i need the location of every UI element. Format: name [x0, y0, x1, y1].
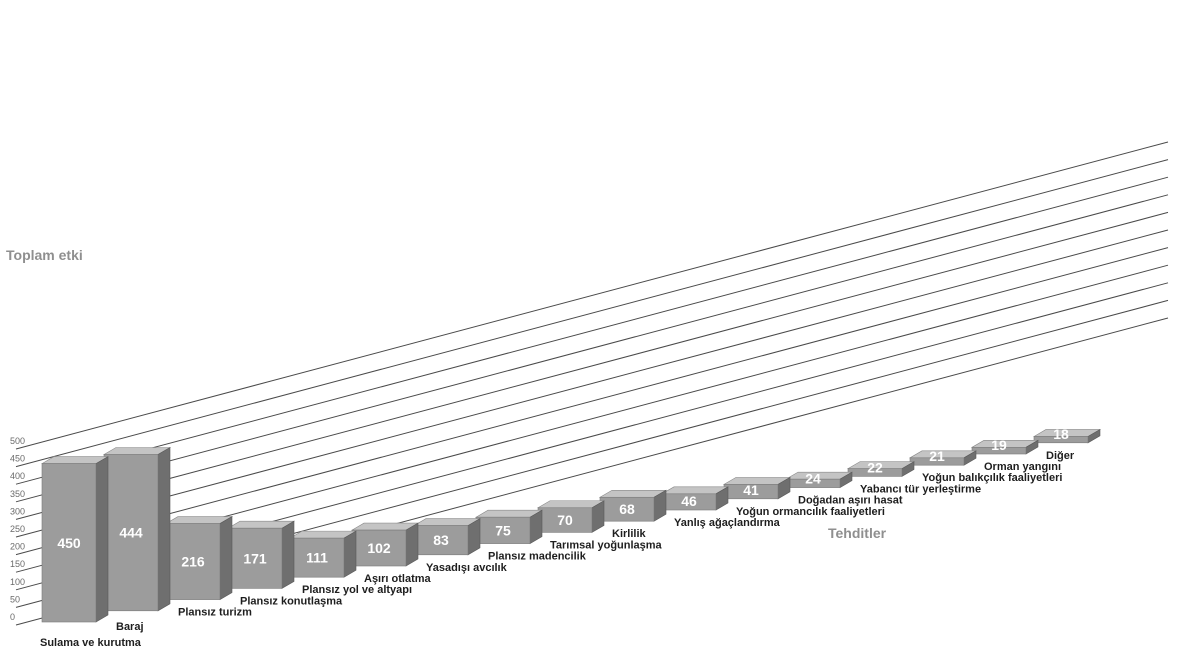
bar-front-face — [475, 516, 531, 544]
category-label: Plansız turizm — [178, 607, 252, 619]
category-label: Yabancı tür yerleştirme — [860, 483, 981, 495]
bar: 75 — [474, 509, 544, 545]
bar: 21 — [908, 448, 978, 466]
bar: 216 — [164, 516, 234, 601]
category-label: Plansız yol ve altyapı — [302, 584, 412, 596]
bar-front-face — [351, 529, 407, 567]
bar-value-label: 171 — [243, 550, 267, 566]
bar: 450 — [40, 456, 110, 623]
bar-value-label: 19 — [991, 437, 1007, 453]
bar-value-label: 41 — [743, 482, 759, 498]
gridline — [15, 159, 1169, 468]
gridline — [15, 176, 1169, 485]
y-tick-label: 500 — [10, 436, 25, 446]
y-tick-label: 400 — [10, 471, 25, 481]
bar: 19 — [970, 437, 1040, 455]
y-tick-label: 50 — [10, 594, 20, 604]
bar-side-face — [343, 530, 357, 578]
bar: 41 — [722, 476, 792, 500]
bar-value-label: 111 — [306, 550, 328, 566]
bar: 444 — [102, 446, 172, 612]
y-tick-label: 350 — [10, 489, 25, 499]
bar-side-face — [405, 522, 419, 567]
bar-front-face — [41, 463, 97, 623]
gridline — [15, 247, 1169, 556]
category-label: Doğadan aşırı hasat — [798, 495, 903, 507]
bar-value-label: 444 — [119, 525, 143, 541]
bar-value-label: 24 — [805, 471, 821, 487]
y-tick-label: 200 — [10, 542, 25, 552]
y-tick-label: 300 — [10, 506, 25, 516]
bar: 102 — [350, 522, 420, 567]
category-label: Sulama ve kurutma — [40, 637, 142, 649]
category-label: Yanlış ağaçlandırma — [674, 517, 781, 529]
y-tick-label: 100 — [10, 577, 25, 587]
gridline — [15, 229, 1169, 538]
category-label: Orman yangını — [984, 461, 1061, 473]
bar-value-label: 68 — [619, 501, 635, 517]
category-label: Plansız madencilik — [488, 551, 587, 563]
y-tick-label: 250 — [10, 524, 25, 534]
bar-front-face — [537, 507, 593, 533]
y-tick-label: 450 — [10, 454, 25, 464]
bar-side-face — [157, 446, 171, 612]
bar-value-label: 46 — [681, 493, 697, 509]
bar: 70 — [536, 500, 606, 533]
bar-value-label: 216 — [181, 554, 205, 570]
bar: 68 — [598, 489, 668, 522]
gridline — [15, 211, 1169, 520]
category-label: Baraj — [116, 621, 144, 633]
bar-value-label: 18 — [1053, 426, 1069, 442]
bar: 111 — [288, 530, 358, 578]
bars: 18 19 21 22 24 41 46 68 70 75 83 102 111 171 216 444 450 — [40, 426, 1102, 623]
y-tick-label: 0 — [10, 612, 15, 622]
category-label: Aşırı otlatma — [364, 573, 432, 585]
y-tick-label: 150 — [10, 559, 25, 569]
x-axis-label: Tehditler — [828, 525, 887, 541]
bar-side-face — [95, 456, 109, 623]
bar-front-face — [227, 527, 283, 589]
bar: 83 — [412, 518, 482, 556]
bar: 24 — [784, 471, 854, 489]
category-label: Yoğun ormancılık faaliyetleri — [736, 506, 885, 518]
bar-value-label: 22 — [867, 459, 883, 475]
gridline — [15, 141, 1169, 450]
gridline — [15, 194, 1169, 503]
category-label: Yasadışı avcılık — [426, 562, 508, 574]
bar-value-label: 102 — [367, 540, 391, 556]
category-label: Tarımsal yoğunlaşma — [550, 539, 663, 551]
bar-front-face — [1033, 436, 1089, 444]
bar-side-face — [281, 520, 295, 589]
bar: 22 — [846, 459, 916, 477]
bar-value-label: 83 — [433, 532, 449, 548]
bar-front-face — [103, 454, 159, 612]
bar: 171 — [226, 520, 296, 589]
y-axis-label: Toplam etki — [6, 247, 83, 263]
bar-side-face — [219, 516, 233, 601]
category-label: Plansız konutlaşma — [240, 595, 343, 607]
y-axis-ticks: 0 50 100 150 200 250 300 350 400 450 500 — [10, 436, 25, 622]
category-label: Diğer — [1046, 450, 1075, 462]
category-label: Kirlilik — [612, 528, 647, 540]
bar-value-label: 21 — [929, 448, 945, 464]
bar: 18 — [1032, 426, 1102, 444]
bar-value-label: 75 — [495, 522, 511, 538]
bar-value-label: 450 — [57, 535, 81, 551]
category-label: Yoğun balıkçılık faaliyetleri — [922, 472, 1062, 484]
bar-value-label: 70 — [557, 512, 573, 528]
bar: 46 — [660, 486, 730, 511]
